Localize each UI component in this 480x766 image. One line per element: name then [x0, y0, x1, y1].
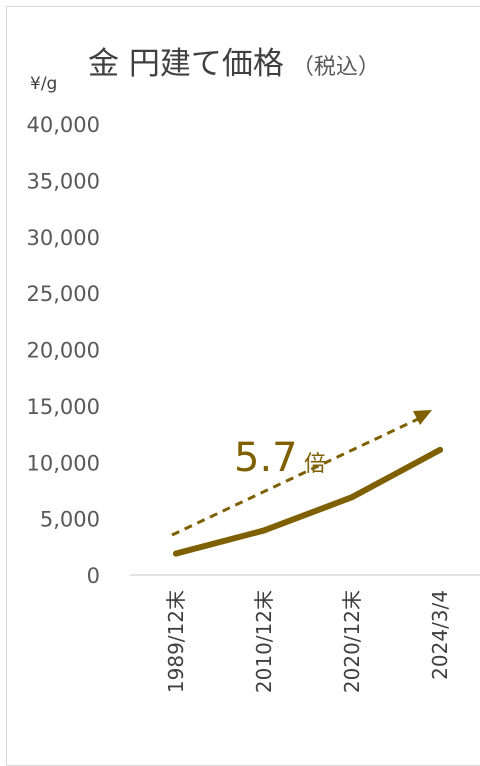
y-tick-label: 40,000	[27, 113, 100, 137]
x-tick-label: 1989/12末	[164, 590, 188, 693]
data-point	[349, 494, 355, 501]
x-tick-label: 2024/3/4	[428, 590, 452, 680]
x-tick-label: 2020/12末	[340, 590, 364, 693]
chart-title: 金 円建て価格 （税込）	[88, 38, 380, 83]
annotation-group: 5.7 倍	[171, 410, 432, 537]
chart-title-main: 金 円建て価格	[88, 46, 284, 82]
y-axis-ticks: 0 5,000 10,000 15,000 20,000 25,000 30,000 35,0…	[27, 113, 100, 588]
multiplier-suffix: 倍	[304, 452, 326, 477]
multiplier-value: 5.7	[234, 435, 298, 481]
y-tick-label: 15,000	[27, 395, 100, 419]
trend-arrow-line	[171, 417, 419, 537]
chart-subtitle: （税込）	[291, 55, 380, 80]
y-tick-label: 10,000	[27, 451, 100, 475]
x-axis-ticks: 1989/12末 2010/12末 2020/12末 2024/3/4	[164, 590, 452, 693]
x-tick-label: 2010/12末	[252, 590, 276, 693]
y-axis-unit-label: ¥/g	[30, 74, 58, 94]
y-tick-label: 0	[87, 564, 100, 588]
data-point	[261, 527, 267, 534]
y-tick-label: 25,000	[27, 282, 100, 306]
data-point	[173, 550, 179, 557]
y-tick-label: 20,000	[27, 339, 100, 363]
y-tick-label: 30,000	[27, 226, 100, 250]
y-tick-label: 35,000	[27, 169, 100, 193]
trend-arrow-head	[413, 410, 432, 425]
series-group	[173, 446, 443, 557]
series-line	[173, 446, 443, 557]
data-point	[437, 446, 443, 453]
y-tick-label: 5,000	[40, 508, 100, 532]
